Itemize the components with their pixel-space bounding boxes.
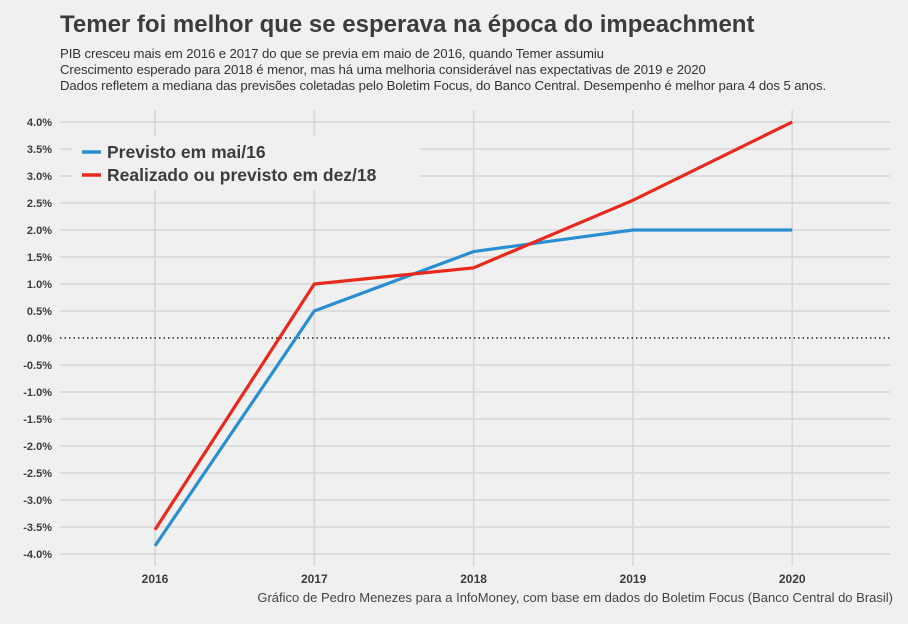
chart-subtitle-3: Dados refletem a mediana das previsões c… — [60, 78, 827, 93]
legend-label-1: Previsto em mai/16 — [107, 142, 266, 162]
x-tick-label: 2018 — [460, 572, 487, 586]
x-tick-label: 2017 — [301, 572, 328, 586]
x-tick-label: 2016 — [142, 572, 169, 586]
y-tick-label: 1.5% — [27, 252, 52, 264]
y-tick-label: 3.0% — [27, 171, 52, 183]
y-tick-label: 2.5% — [27, 198, 52, 210]
x-tick-label: 2019 — [620, 572, 647, 586]
y-tick-label: -1.0% — [23, 387, 52, 399]
y-tick-label: 3.5% — [27, 144, 52, 156]
y-tick-label: -0.5% — [23, 360, 52, 372]
legend-background — [72, 136, 420, 190]
x-tick-label: 2020 — [779, 572, 806, 586]
legend-label-2: Realizado ou previsto em dez/18 — [107, 165, 377, 185]
y-tick-label: -2.5% — [23, 468, 52, 480]
y-tick-label: 4.0% — [27, 117, 52, 129]
y-tick-label: 1.0% — [27, 279, 52, 291]
y-tick-label: -3.0% — [23, 495, 52, 507]
y-tick-label: -3.5% — [23, 522, 52, 534]
chart-subtitle-1: PIB cresceu mais em 2016 e 2017 do que s… — [60, 46, 604, 61]
y-tick-label: -2.0% — [23, 441, 52, 453]
y-tick-label: 0.5% — [27, 306, 52, 318]
y-tick-label: -1.5% — [23, 414, 52, 426]
chart-subtitle-2: Crescimento esperado para 2018 é menor, … — [60, 62, 706, 77]
chart-caption: Gráfico de Pedro Menezes para a InfoMone… — [257, 590, 893, 605]
y-tick-label: 0.0% — [27, 333, 52, 345]
y-tick-label: -4.0% — [23, 549, 52, 561]
chart-title: Temer foi melhor que se esperava na époc… — [60, 11, 755, 38]
y-tick-label: 2.0% — [27, 225, 52, 237]
